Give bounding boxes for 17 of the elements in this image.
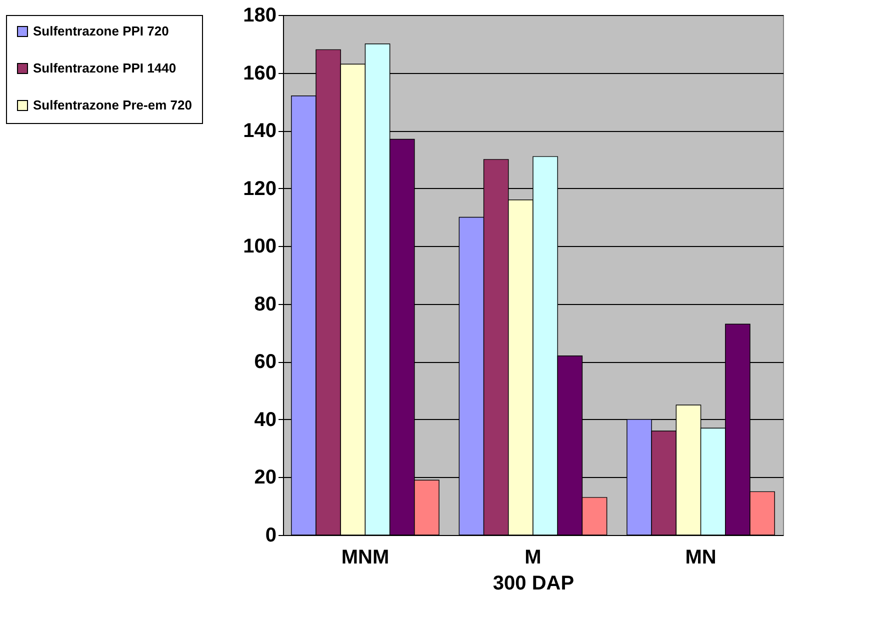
y-tick-label: 120 [243, 178, 276, 200]
x-tick-label: MN [685, 546, 716, 568]
y-tick-label: 0 [265, 524, 276, 546]
legend-label: Sulfentrazone PPI 1440 [33, 60, 176, 76]
y-tick-label: 100 [243, 236, 276, 258]
y-tick-label: 180 [243, 4, 276, 26]
x-tick-label: MNM [341, 546, 390, 568]
x-axis-title: 300 DAP [492, 572, 574, 594]
y-tick-label: 40 [254, 408, 276, 431]
y-tick-label: 80 [254, 293, 276, 316]
y-tick-label: 140 [243, 120, 276, 142]
y-tick-label: 60 [254, 351, 276, 374]
legend-label: Sulfentrazone PPI 720 [33, 24, 169, 38]
y-tick-label: 160 [243, 62, 276, 84]
y-tick-label: 20 [254, 466, 276, 489]
legend-label: Sulfentrazone Pre-em 720 [33, 98, 192, 112]
x-tick-label: M [524, 546, 542, 568]
